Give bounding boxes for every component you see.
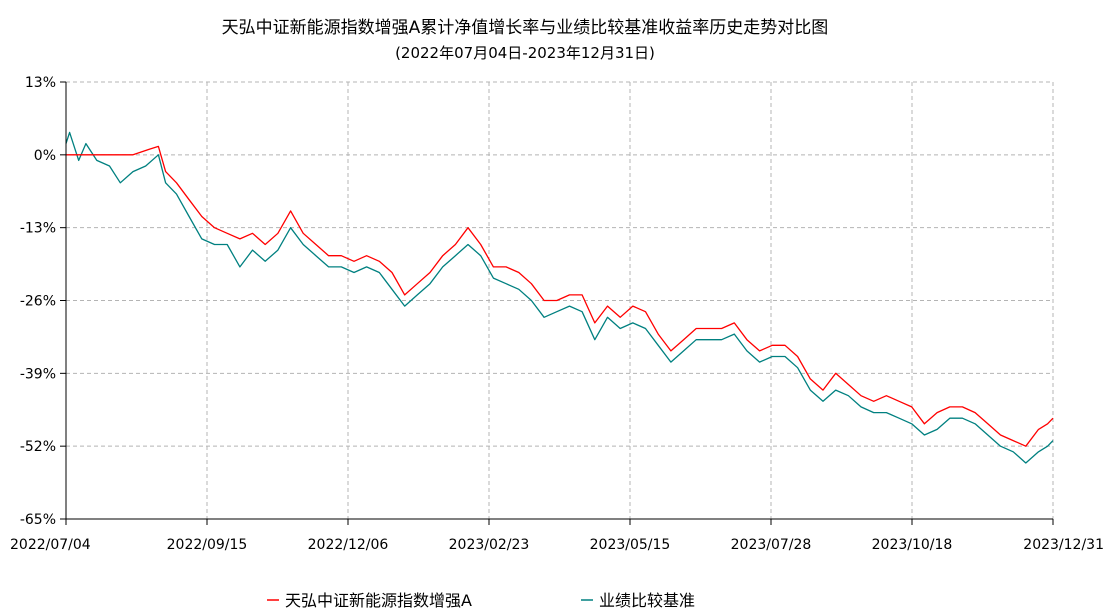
x-tick-label: 2023/12/31: [1023, 537, 1104, 553]
y-tick-label: -52%: [20, 439, 56, 455]
y-tick-label: 13%: [25, 75, 56, 91]
series-lines: [65, 131, 1054, 464]
chart-title: 天弘中证新能源指数增强A累计净值增长率与业绩比较基准收益率历史走势对比图: [222, 18, 829, 38]
x-tick-label: 2023/10/18: [872, 537, 953, 553]
x-tick-label: 2022/07/04: [10, 537, 91, 553]
x-tick-label: 2022/12/06: [308, 537, 389, 553]
x-tick-label: 2023/07/28: [731, 537, 812, 553]
legend-fund-label: 天弘中证新能源指数增强A: [285, 591, 472, 608]
grid: [66, 81, 1054, 519]
y-tick-label: -65%: [20, 512, 56, 528]
y-tick-label: 0%: [34, 148, 56, 164]
chart-subtitle: (2022年07月04日-2023年12月31日): [395, 44, 655, 62]
legend: 天弘中证新能源指数增强A 业绩比较基准: [267, 591, 695, 608]
y-tick-label: -13%: [20, 221, 56, 237]
x-tick-label: 2023/02/23: [449, 537, 530, 553]
axes: [60, 81, 1054, 525]
y-tick-label: -26%: [20, 294, 56, 310]
x-tick-label: 2022/09/15: [167, 537, 248, 553]
y-tick-label: -39%: [20, 366, 56, 382]
x-tick-label: 2023/05/15: [590, 537, 671, 553]
series-line-fund: [66, 145, 1054, 447]
legend-benchmark-label: 业绩比较基准: [599, 591, 695, 608]
tick-labels: 2022/07/04 2022/09/15 2022/12/06 2023/02/23…: [10, 75, 1104, 553]
series-line-benchmark: [65, 131, 1054, 464]
